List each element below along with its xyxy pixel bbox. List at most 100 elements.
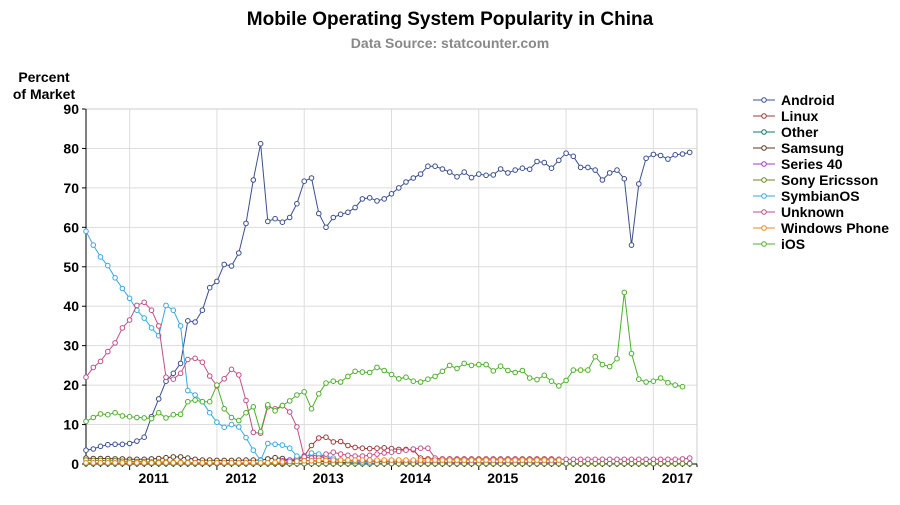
- data-point-android: [359, 196, 366, 202]
- data-point-windows-phone: [155, 460, 162, 466]
- data-point-windows-phone: [90, 460, 97, 466]
- data-point-unknown: [345, 452, 351, 459]
- data-point-ios: [228, 414, 235, 421]
- data-point-android: [657, 152, 664, 159]
- legend-swatch-marker: [761, 209, 767, 215]
- data-point-windows-phone: [316, 457, 322, 464]
- data-point-windows-phone: [374, 457, 380, 463]
- data-point-unknown: [192, 355, 198, 362]
- data-point-android: [592, 167, 599, 173]
- data-point-android: [286, 214, 293, 221]
- data-point-windows-phone: [236, 460, 242, 466]
- data-point-ios: [119, 413, 126, 419]
- data-point-unknown: [206, 373, 213, 379]
- data-point-android: [672, 152, 679, 158]
- data-point-android: [112, 441, 118, 448]
- data-point-unknown: [425, 445, 431, 452]
- data-point-sony-ericsson: [679, 460, 686, 467]
- data-point-ios: [214, 382, 220, 388]
- data-point-android: [686, 149, 693, 156]
- data-point-windows-phone: [272, 459, 278, 466]
- data-point-ios: [461, 360, 468, 367]
- data-point-symbianos: [236, 424, 242, 430]
- data-point-windows-phone: [148, 460, 155, 466]
- data-point-ios: [512, 369, 519, 376]
- x-tick-label: 2014: [400, 470, 431, 486]
- data-point-android: [228, 263, 235, 269]
- chart-subtitle: Data Source: statcounter.com: [351, 35, 549, 51]
- data-point-windows-phone: [345, 457, 351, 463]
- data-point-windows-phone: [279, 459, 286, 465]
- data-point-android: [221, 261, 227, 268]
- data-point-windows-phone: [541, 457, 548, 463]
- data-point-android: [446, 169, 453, 175]
- y-tick-label: 20: [63, 377, 79, 393]
- data-point-windows-phone: [286, 458, 293, 465]
- data-point-ios: [134, 414, 140, 421]
- legend-label: iOS: [781, 236, 805, 252]
- data-point-ios: [679, 383, 686, 390]
- data-point-samsung: [272, 454, 278, 461]
- data-point-android: [628, 242, 635, 248]
- data-point-android: [308, 175, 315, 181]
- y-tick-label: 50: [63, 259, 79, 275]
- data-point-windows-phone: [468, 457, 475, 463]
- data-point-windows-phone: [228, 460, 235, 466]
- data-point-android: [90, 446, 97, 452]
- data-point-unknown: [134, 302, 140, 309]
- data-point-windows-phone: [461, 457, 468, 463]
- series-line-symbianos: [85, 231, 370, 463]
- data-point-ios: [243, 409, 249, 416]
- legend-swatch-marker: [761, 241, 767, 247]
- data-point-unknown: [337, 451, 344, 457]
- data-point-windows-phone: [476, 457, 482, 463]
- data-point-ios: [366, 369, 373, 376]
- series-ios: [83, 289, 686, 435]
- data-point-android: [126, 440, 133, 447]
- data-point-samsung: [170, 454, 177, 460]
- data-point-android: [476, 171, 482, 177]
- data-point-unknown: [330, 449, 337, 456]
- data-point-android: [155, 396, 162, 402]
- legend-item-linux: Linux: [753, 108, 819, 124]
- legend-swatch-marker: [761, 129, 767, 135]
- data-point-unknown: [403, 447, 409, 454]
- data-point-ios: [621, 289, 628, 296]
- data-point-symbianos: [185, 387, 191, 394]
- data-point-windows-phone: [105, 460, 111, 466]
- data-point-ios: [614, 355, 620, 362]
- data-point-android: [636, 181, 642, 187]
- data-point-unknown: [141, 299, 147, 306]
- data-point-ios: [316, 391, 322, 397]
- data-point-unknown: [374, 451, 380, 457]
- data-point-ios: [548, 378, 555, 385]
- data-point-windows-phone: [505, 457, 511, 463]
- data-point-windows-phone: [134, 460, 140, 466]
- legend-item-symbianos: SymbianOS: [753, 188, 860, 204]
- data-point-ios: [294, 392, 300, 398]
- series-line-unknown: [85, 301, 690, 460]
- series-unknown: [83, 299, 693, 463]
- data-point-windows-phone: [556, 457, 562, 463]
- data-point-android: [243, 220, 249, 227]
- data-point-unknown: [155, 323, 162, 329]
- data-point-sony-ericsson: [686, 460, 693, 467]
- data-point-windows-phone: [323, 457, 329, 464]
- data-point-android: [614, 167, 620, 173]
- data-point-ios: [388, 371, 395, 378]
- data-point-windows-phone: [526, 457, 533, 463]
- data-point-windows-phone: [170, 460, 177, 466]
- data-point-symbianos: [308, 450, 315, 456]
- data-point-windows-phone: [308, 458, 315, 464]
- legend-item-other: Other: [753, 124, 819, 140]
- data-point-android: [272, 215, 278, 222]
- data-point-windows-phone: [177, 460, 184, 466]
- data-point-android: [454, 174, 460, 180]
- data-point-windows-phone: [534, 457, 540, 463]
- data-point-windows-phone: [417, 457, 424, 463]
- series-layer: [83, 140, 693, 467]
- data-point-windows-phone: [337, 457, 344, 463]
- data-point-ios: [534, 376, 540, 383]
- data-point-android: [105, 441, 111, 448]
- data-point-windows-phone: [403, 457, 409, 463]
